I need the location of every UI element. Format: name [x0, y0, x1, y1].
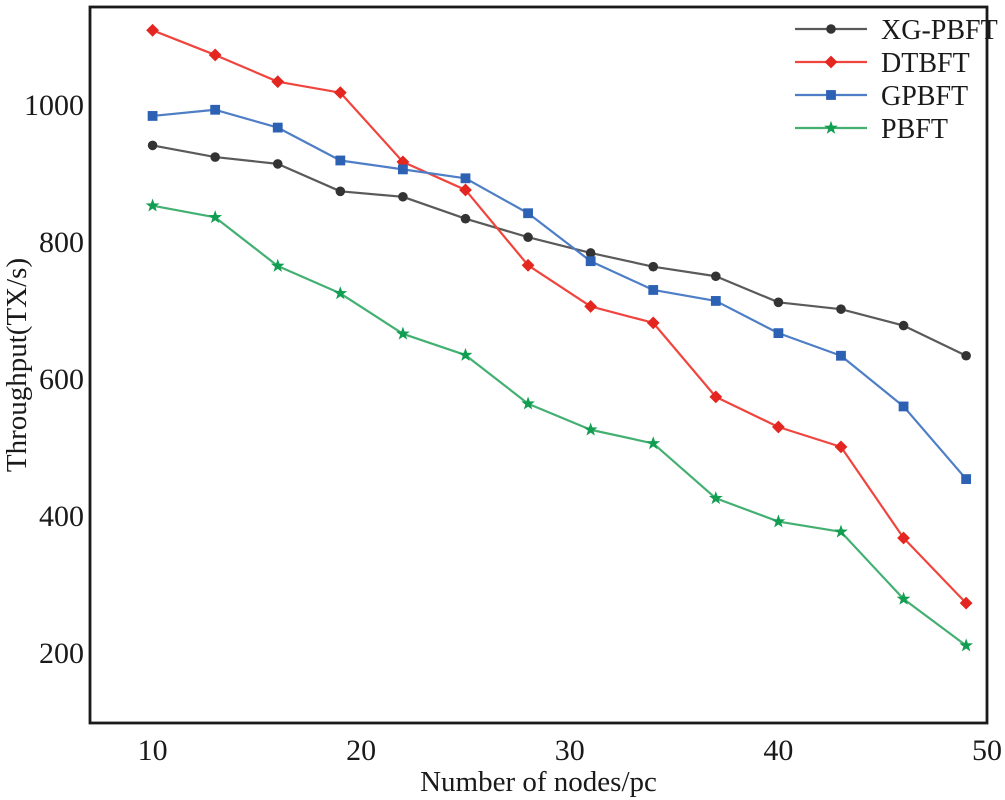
data-point-marker — [147, 111, 158, 121]
data-point-marker — [646, 316, 660, 330]
data-point-marker — [335, 186, 346, 197]
data-point-marker — [834, 440, 848, 454]
series-line — [152, 108, 967, 480]
data-point-marker — [208, 210, 223, 224]
series-xg-pbft — [147, 140, 971, 361]
data-point-marker — [648, 285, 659, 295]
data-point-marker — [460, 213, 471, 224]
data-point-marker — [836, 350, 846, 361]
data-point-marker — [147, 140, 158, 151]
legend-label: XG-PBFT — [881, 15, 998, 46]
data-point-marker — [583, 422, 598, 436]
data-point-marker — [898, 320, 909, 331]
data-point-marker — [824, 55, 838, 69]
data-point-marker — [460, 173, 471, 184]
series-line — [152, 144, 967, 357]
series-line — [152, 29, 967, 604]
x-tick-label: 50 — [972, 734, 1002, 767]
series-dtbft — [146, 23, 973, 610]
data-point-marker — [271, 75, 285, 89]
data-point-marker — [398, 191, 408, 202]
legend-item-gpbft: GPBFT — [795, 81, 968, 112]
data-point-marker — [824, 120, 838, 134]
data-point-marker — [961, 350, 971, 361]
data-point-marker — [146, 23, 159, 37]
x-tick-label: 20 — [346, 734, 376, 767]
legend-item-dtbft: DTBFT — [795, 48, 970, 79]
x-tick-label: 10 — [138, 734, 168, 767]
y-tick-label: 600 — [39, 363, 84, 396]
data-point-marker — [521, 396, 535, 410]
data-point-marker — [896, 591, 911, 605]
plot-frame — [88, 5, 989, 725]
data-point-marker — [773, 297, 784, 308]
data-point-marker — [710, 296, 721, 306]
series-gpbft — [147, 104, 972, 484]
data-point-marker — [648, 261, 659, 272]
data-point-marker — [398, 164, 408, 175]
data-point-marker — [711, 271, 721, 282]
data-point-marker — [836, 304, 846, 314]
data-point-marker — [270, 258, 285, 272]
data-point-marker — [585, 248, 596, 258]
x-tick-label: 40 — [763, 734, 793, 767]
y-tick-label: 200 — [39, 637, 84, 670]
legend-label: PBFT — [881, 114, 948, 145]
data-point-marker — [959, 638, 973, 652]
x-tick-label: 30 — [555, 734, 585, 767]
data-point-marker — [272, 159, 283, 169]
data-point-marker — [826, 90, 836, 100]
data-point-marker — [335, 155, 346, 166]
y-axis-title: Throughput(TX/s) — [1, 258, 33, 472]
data-point-marker — [145, 198, 160, 212]
data-point-marker — [208, 48, 222, 62]
data-point-marker — [210, 104, 221, 115]
data-point-marker — [333, 286, 348, 300]
data-point-marker — [826, 24, 836, 34]
data-point-marker — [646, 436, 661, 450]
data-point-marker — [709, 390, 723, 404]
data-point-marker — [959, 596, 973, 610]
data-point-marker — [333, 86, 347, 100]
legend-label: DTBFT — [881, 48, 970, 79]
data-point-marker — [521, 258, 535, 272]
data-point-marker — [708, 491, 723, 505]
legend-item-pbft: PBFT — [795, 114, 948, 145]
data-point-marker — [834, 524, 848, 538]
data-point-marker — [961, 474, 972, 484]
data-point-marker — [771, 514, 786, 528]
data-point-marker — [897, 531, 910, 545]
data-point-marker — [396, 155, 410, 169]
data-point-marker — [898, 401, 909, 412]
data-point-marker — [773, 328, 784, 339]
series-pbft — [145, 198, 973, 652]
data-point-marker — [396, 326, 410, 340]
legend-item-xg-pbft: XG-PBFT — [795, 15, 998, 46]
data-point-marker — [523, 208, 533, 219]
x-axis-title: Number of nodes/pc — [420, 766, 657, 798]
data-point-marker — [585, 256, 596, 267]
data-point-marker — [771, 420, 785, 434]
y-tick-label: 800 — [39, 226, 84, 259]
series-line — [152, 204, 967, 647]
data-point-marker — [210, 152, 220, 162]
data-point-marker — [272, 122, 283, 133]
data-point-marker — [584, 300, 598, 313]
y-tick-label: 400 — [39, 500, 84, 533]
y-tick-label: 1000 — [24, 89, 84, 122]
data-point-marker — [459, 183, 472, 197]
data-point-marker — [458, 347, 473, 361]
legend-label: GPBFT — [881, 81, 968, 112]
data-point-marker — [523, 232, 533, 243]
